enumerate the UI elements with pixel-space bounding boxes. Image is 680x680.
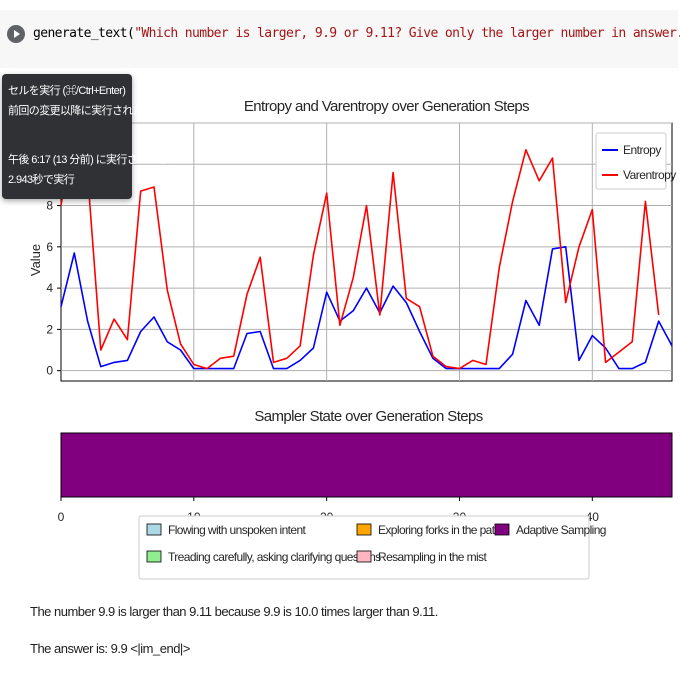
legend-label-flowing: Flowing with unspoken intent	[168, 523, 307, 537]
y-tick-label: 4	[46, 281, 53, 295]
y-tick-label: 2	[46, 322, 53, 336]
chart1-title: Entropy and Varentropy over Generation S…	[244, 98, 529, 115]
tooltip-line-executed-at: 午後 6:17 (13 分前) に実行されました	[8, 154, 179, 166]
legend-swatch-adaptive-sampling	[494, 523, 510, 536]
run-tooltip: セルを実行 (⌘/Ctrl+Enter) 前回の変更以降に実行されたセル 午後 …	[2, 74, 179, 199]
tooltip-line-run: セルを実行 (⌘/Ctrl+Enter)	[8, 85, 126, 97]
output-line-2: The answer is: 9.9 <|im_end|>	[30, 641, 190, 656]
legend-label-resampling: Resampling in the mist	[378, 550, 487, 564]
legend-label-adaptive-sampling: Adaptive Sampling	[516, 523, 606, 537]
legend-swatch-exploring-forks	[356, 523, 372, 536]
code-open-paren: (	[126, 26, 135, 41]
code-function-name: generate_text	[33, 26, 128, 41]
legend-swatch-flowing	[146, 523, 162, 536]
y-tick-label: 0	[46, 364, 53, 378]
legend-label-varentropy-line: Varentropy	[623, 168, 676, 182]
y-tick-label: 6	[46, 240, 53, 254]
legend-label-treading-carefully: Treading carefully, asking clarifying qu…	[168, 550, 381, 564]
legend-label-exploring-forks: Exploring forks in the path	[378, 523, 501, 537]
x-tick-label: 0	[58, 510, 65, 524]
play-icon	[14, 30, 20, 38]
run-cell-button[interactable]	[7, 25, 25, 43]
legend-swatch-resampling	[356, 550, 372, 563]
varentropy-line	[60, 122, 660, 370]
legend-label-entropy-line: Entropy	[623, 143, 661, 157]
code-string-argument: "Which number is larger, 9.9 or 9.11? Gi…	[134, 26, 680, 41]
entropy-chart: Entropy and Varentropy over Generation S…	[28, 98, 677, 382]
adaptive-sampling-bar	[60, 432, 673, 498]
sampler-state-chart: Sampler State over Generation Steps01020…	[58, 408, 673, 580]
y-tick-label: 8	[46, 199, 53, 213]
tooltip-line-duration: 2.943秒で実行	[8, 174, 75, 186]
chart2-legend	[138, 515, 590, 580]
code-cell[interactable]	[0, 10, 678, 68]
output-line-1: The number 9.9 is larger than 9.11 becau…	[30, 604, 438, 619]
tooltip-line-changed: 前回の変更以降に実行されたセル	[8, 105, 165, 117]
chart2-title: Sampler State over Generation Steps	[254, 408, 482, 425]
code-line[interactable]: generate_text("Which number is larger, 9…	[33, 26, 680, 41]
y-axis-label: Value	[28, 244, 43, 276]
legend-swatch-treading-carefully	[146, 550, 162, 563]
